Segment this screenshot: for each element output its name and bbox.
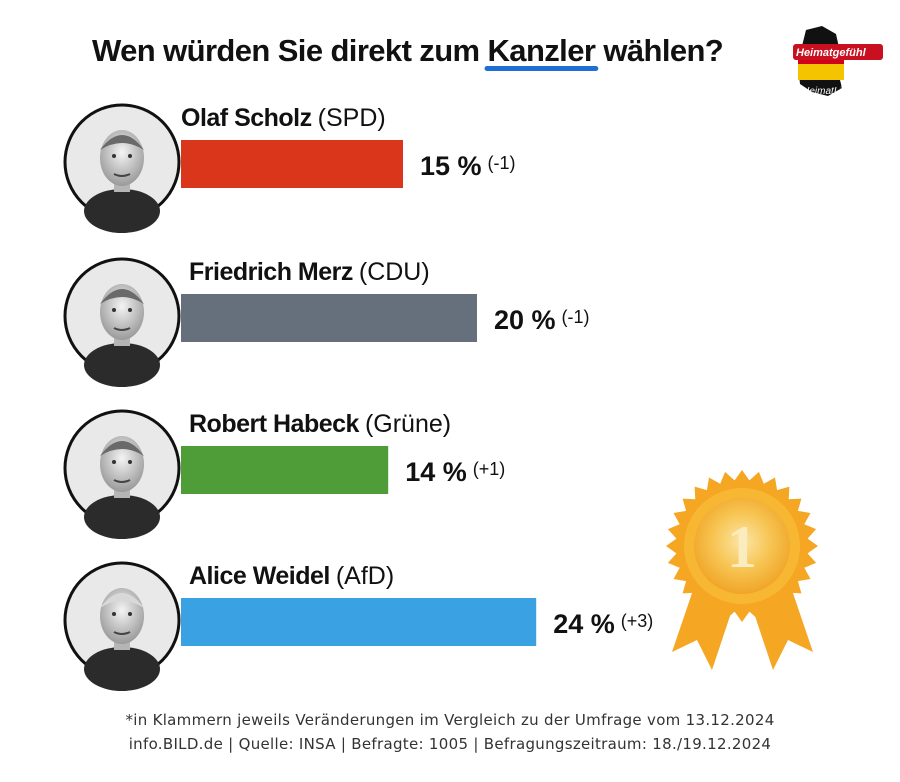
candidate-party: (SPD) [318,104,386,132]
value-percent: 24 % [553,609,615,639]
bar [181,446,389,494]
candidate-avatar [63,409,181,539]
bar-value-label: 20 % (-1) [494,305,590,335]
bar-value-label: 15 % (-1) [420,151,516,181]
value-change: (-1) [562,307,590,327]
value-change: (+1) [473,459,506,479]
candidate-name: Alice Weidel [189,562,330,590]
medal-face [694,498,790,594]
candidate-label: Olaf Scholz (SPD) [181,104,386,132]
value-change: (-1) [488,153,516,173]
candidate-label: Friedrich Merz (CDU) [189,258,430,286]
candidate-avatar [63,561,181,691]
candidate-name: Olaf Scholz [181,104,312,132]
candidate-party: (Grüne) [365,410,451,438]
candidate-name: Robert Habeck [189,410,360,438]
chart-row: Robert Habeck (Grüne) 14 % (+1) [63,409,505,539]
footnote-changes: *in Klammern jeweils Veränderungen im Ve… [125,711,774,729]
candidate-party: (AfD) [336,562,394,590]
candidate-name: Friedrich Merz [189,258,353,286]
bar [181,140,403,188]
title-underline [484,66,599,71]
medal-label: 1 [727,514,757,580]
value-percent: 15 % [420,151,482,181]
chart-row: Olaf Scholz (SPD) 15 % (-1) [63,103,516,233]
candidate-avatar [63,257,181,387]
brand-handle: @HeimatLiebeDE [792,86,873,97]
candidate-party: (CDU) [359,258,430,286]
brand-logo-text: Heimatgefühl [796,47,867,59]
brand-logo: Heimatgefühl @HeimatLiebeDE [792,26,883,97]
title-part-before: Wen würden Sie direkt zum [92,33,488,68]
title-highlight-word: Kanzler [488,33,596,68]
footnote-source: info.BILD.de | Quelle: INSA | Befragte: … [129,735,772,753]
chart-row: Alice Weidel (AfD) 24 % (+3) [63,561,653,691]
value-change: (+3) [621,611,654,631]
value-percent: 14 % [405,457,467,487]
title-part-after: wählen? [595,33,723,68]
value-percent: 20 % [494,305,556,335]
bar-value-label: 24 % (+3) [553,609,653,639]
bar [181,598,537,646]
chart-title: Wen würden Sie direkt zum Kanzler wählen… [92,33,723,68]
first-place-medal: 1 [666,470,818,670]
bar-value-label: 14 % (+1) [405,457,505,487]
chart-row: Friedrich Merz (CDU) 20 % (-1) [63,257,590,387]
chart-rows: Olaf Scholz (SPD)15 % (-1)Friedrich Merz (C… [63,103,653,691]
candidate-label: Robert Habeck (Grüne) [189,410,451,438]
candidate-avatar [63,103,181,233]
candidate-label: Alice Weidel (AfD) [189,562,394,590]
bar [181,294,477,342]
